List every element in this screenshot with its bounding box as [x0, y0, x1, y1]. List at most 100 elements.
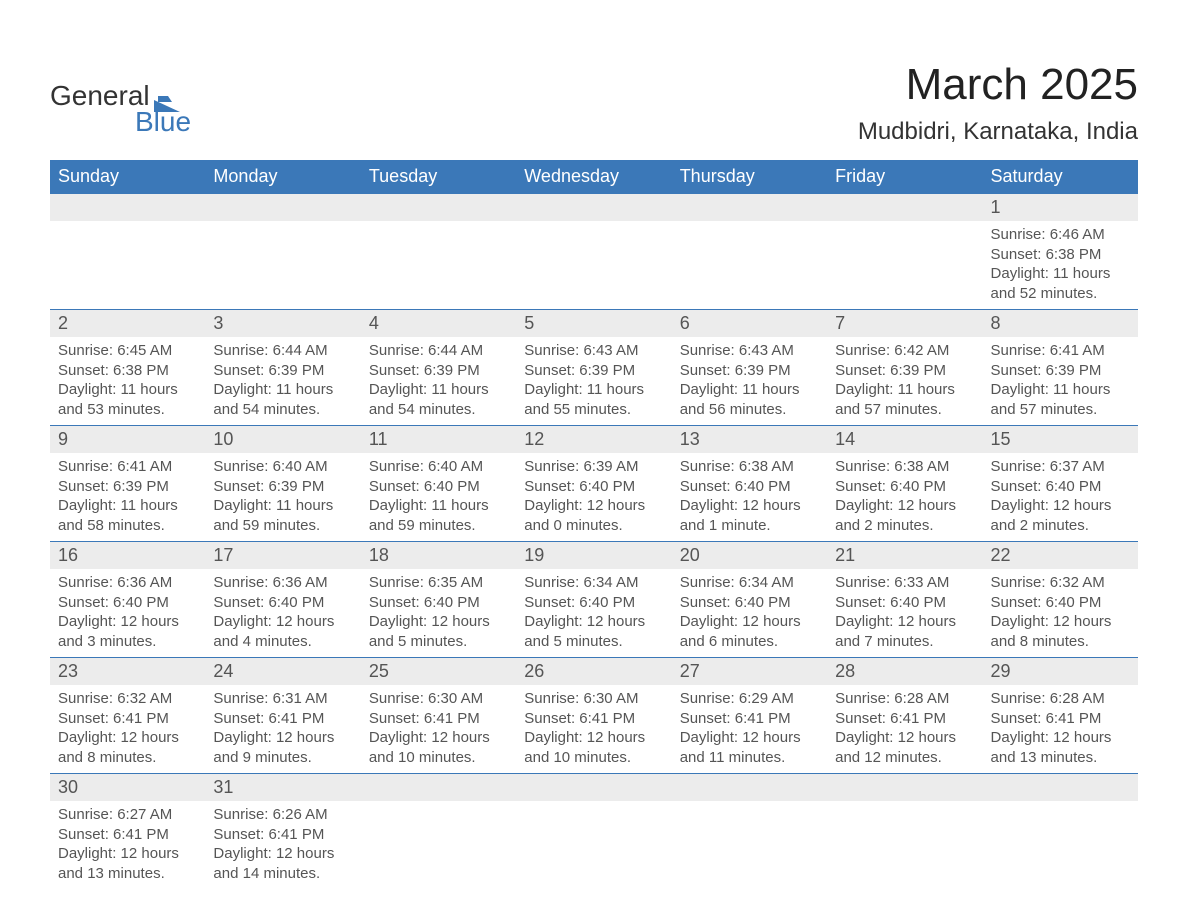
day-sr: Sunrise: 6:41 AM	[58, 457, 197, 477]
day-ss: Sunset: 6:39 PM	[835, 361, 974, 381]
day-sr: Sunrise: 6:40 AM	[369, 457, 508, 477]
day-d1: Daylight: 11 hours	[369, 380, 508, 400]
day-d2: and 0 minutes.	[524, 516, 663, 536]
day-d1: Daylight: 11 hours	[991, 264, 1130, 284]
day-detail-cell: Sunrise: 6:44 AMSunset: 6:39 PMDaylight:…	[205, 337, 360, 426]
day-d1: Daylight: 12 hours	[213, 844, 352, 864]
day-detail-cell	[516, 801, 671, 889]
day-number-cell	[516, 194, 671, 222]
day-number-cell: 2	[50, 310, 205, 338]
day-d1: Daylight: 12 hours	[58, 844, 197, 864]
day-ss: Sunset: 6:41 PM	[213, 709, 352, 729]
day-ss: Sunset: 6:40 PM	[835, 593, 974, 613]
day-ss: Sunset: 6:39 PM	[680, 361, 819, 381]
day-number-cell: 11	[361, 426, 516, 454]
day-ss: Sunset: 6:40 PM	[991, 593, 1130, 613]
daynum-row: 16171819202122	[50, 542, 1138, 570]
day-detail-cell: Sunrise: 6:32 AMSunset: 6:40 PMDaylight:…	[983, 569, 1138, 658]
day-detail-cell: Sunrise: 6:40 AMSunset: 6:40 PMDaylight:…	[361, 453, 516, 542]
day-number-cell: 24	[205, 658, 360, 686]
day-number-cell: 25	[361, 658, 516, 686]
day-number-cell	[827, 194, 982, 222]
day-number-cell: 3	[205, 310, 360, 338]
day-sr: Sunrise: 6:44 AM	[369, 341, 508, 361]
day-d2: and 57 minutes.	[835, 400, 974, 420]
day-d1: Daylight: 12 hours	[835, 612, 974, 632]
day-ss: Sunset: 6:40 PM	[680, 477, 819, 497]
day-number-cell: 22	[983, 542, 1138, 570]
day-ss: Sunset: 6:41 PM	[58, 825, 197, 845]
day-number-cell: 27	[672, 658, 827, 686]
day-d2: and 9 minutes.	[213, 748, 352, 768]
day-number-cell: 15	[983, 426, 1138, 454]
day-ss: Sunset: 6:40 PM	[524, 593, 663, 613]
day-d2: and 58 minutes.	[58, 516, 197, 536]
daynum-row: 23242526272829	[50, 658, 1138, 686]
day-detail-cell: Sunrise: 6:44 AMSunset: 6:39 PMDaylight:…	[361, 337, 516, 426]
day-d1: Daylight: 11 hours	[213, 380, 352, 400]
day-number-cell: 5	[516, 310, 671, 338]
daynum-row: 9101112131415	[50, 426, 1138, 454]
day-number-cell: 16	[50, 542, 205, 570]
day-sr: Sunrise: 6:34 AM	[524, 573, 663, 593]
day-d2: and 52 minutes.	[991, 284, 1130, 304]
day-number-cell	[516, 774, 671, 802]
day-d1: Daylight: 11 hours	[680, 380, 819, 400]
day-sr: Sunrise: 6:30 AM	[524, 689, 663, 709]
day-ss: Sunset: 6:38 PM	[58, 361, 197, 381]
day-d2: and 8 minutes.	[58, 748, 197, 768]
day-sr: Sunrise: 6:44 AM	[213, 341, 352, 361]
day-number-cell	[361, 774, 516, 802]
day-d2: and 5 minutes.	[369, 632, 508, 652]
day-detail-cell: Sunrise: 6:31 AMSunset: 6:41 PMDaylight:…	[205, 685, 360, 774]
day-detail-cell	[361, 801, 516, 889]
day-ss: Sunset: 6:41 PM	[524, 709, 663, 729]
day-detail-cell: Sunrise: 6:34 AMSunset: 6:40 PMDaylight:…	[516, 569, 671, 658]
day-detail-cell: Sunrise: 6:28 AMSunset: 6:41 PMDaylight:…	[827, 685, 982, 774]
day-number-cell	[672, 774, 827, 802]
day-sr: Sunrise: 6:36 AM	[213, 573, 352, 593]
day-d1: Daylight: 12 hours	[524, 496, 663, 516]
day-sr: Sunrise: 6:29 AM	[680, 689, 819, 709]
day-number-cell	[827, 774, 982, 802]
detail-row: Sunrise: 6:27 AMSunset: 6:41 PMDaylight:…	[50, 801, 1138, 889]
day-detail-cell: Sunrise: 6:39 AMSunset: 6:40 PMDaylight:…	[516, 453, 671, 542]
day-d2: and 13 minutes.	[991, 748, 1130, 768]
day-number-cell: 26	[516, 658, 671, 686]
day-d1: Daylight: 12 hours	[58, 728, 197, 748]
weekday-header: Wednesday	[516, 160, 671, 194]
day-detail-cell: Sunrise: 6:27 AMSunset: 6:41 PMDaylight:…	[50, 801, 205, 889]
day-ss: Sunset: 6:40 PM	[524, 477, 663, 497]
day-d1: Daylight: 12 hours	[835, 728, 974, 748]
day-detail-cell: Sunrise: 6:41 AMSunset: 6:39 PMDaylight:…	[50, 453, 205, 542]
day-d2: and 5 minutes.	[524, 632, 663, 652]
day-sr: Sunrise: 6:35 AM	[369, 573, 508, 593]
day-ss: Sunset: 6:40 PM	[680, 593, 819, 613]
day-sr: Sunrise: 6:43 AM	[524, 341, 663, 361]
title-area: March 2025 Mudbidri, Karnataka, India	[858, 60, 1138, 146]
day-ss: Sunset: 6:41 PM	[680, 709, 819, 729]
day-d1: Daylight: 12 hours	[680, 728, 819, 748]
day-number-cell: 8	[983, 310, 1138, 338]
day-detail-cell: Sunrise: 6:30 AMSunset: 6:41 PMDaylight:…	[516, 685, 671, 774]
day-sr: Sunrise: 6:43 AM	[680, 341, 819, 361]
day-sr: Sunrise: 6:46 AM	[991, 225, 1130, 245]
day-d1: Daylight: 12 hours	[991, 728, 1130, 748]
day-d2: and 4 minutes.	[213, 632, 352, 652]
day-d2: and 54 minutes.	[369, 400, 508, 420]
day-d2: and 7 minutes.	[835, 632, 974, 652]
day-d1: Daylight: 12 hours	[58, 612, 197, 632]
day-sr: Sunrise: 6:38 AM	[835, 457, 974, 477]
day-d1: Daylight: 12 hours	[680, 496, 819, 516]
logo: General Blue	[50, 60, 191, 138]
weekday-header: Saturday	[983, 160, 1138, 194]
day-sr: Sunrise: 6:33 AM	[835, 573, 974, 593]
day-detail-cell	[516, 221, 671, 310]
day-number-cell	[50, 194, 205, 222]
day-sr: Sunrise: 6:27 AM	[58, 805, 197, 825]
weekday-header: Sunday	[50, 160, 205, 194]
day-detail-cell: Sunrise: 6:43 AMSunset: 6:39 PMDaylight:…	[672, 337, 827, 426]
day-number-cell	[672, 194, 827, 222]
day-sr: Sunrise: 6:40 AM	[213, 457, 352, 477]
weekday-header: Thursday	[672, 160, 827, 194]
